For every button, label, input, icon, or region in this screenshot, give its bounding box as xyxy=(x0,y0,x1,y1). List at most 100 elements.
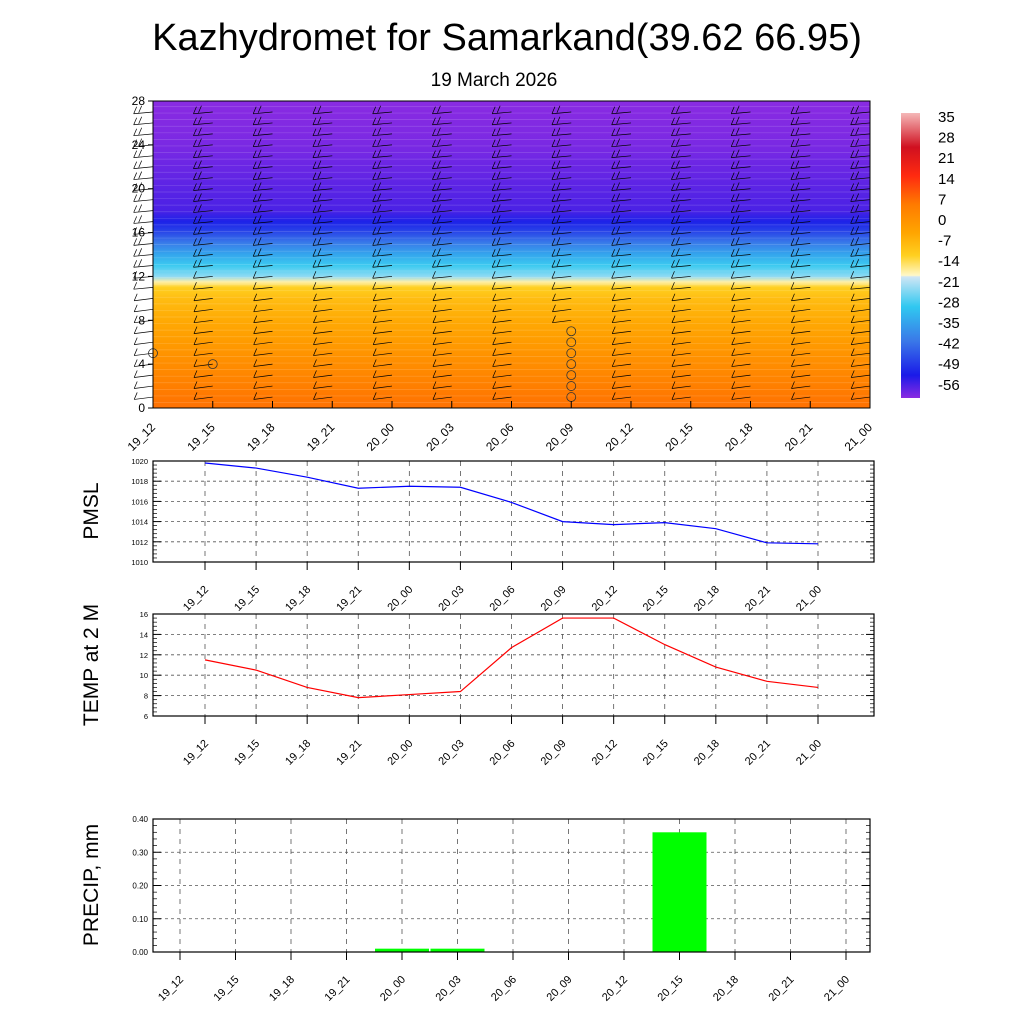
barb-flag xyxy=(491,227,496,235)
barb-flag xyxy=(671,271,675,279)
wind-barb xyxy=(850,182,871,191)
wind-barb xyxy=(790,204,811,213)
barb-shaft xyxy=(193,111,213,115)
wind-barb xyxy=(372,237,393,246)
barb-shaft xyxy=(253,210,273,213)
barb-flag xyxy=(791,337,795,345)
barb-flag xyxy=(138,182,143,190)
barb-shaft xyxy=(193,221,213,224)
barb-flag xyxy=(791,359,795,367)
barb-flag xyxy=(730,282,735,290)
barb-flag xyxy=(671,194,675,202)
wind-barb xyxy=(611,226,632,235)
barb-shaft xyxy=(611,287,632,290)
barb-flag xyxy=(437,149,441,157)
wind-barb xyxy=(791,348,811,356)
barb-flag xyxy=(611,282,616,290)
barb-flag xyxy=(198,259,202,267)
colorbar-label: 7 xyxy=(938,191,946,208)
y-tick-label: 1014 xyxy=(131,518,148,527)
barb-flag xyxy=(676,226,680,234)
wind-barb xyxy=(551,204,572,213)
wind-barb xyxy=(551,259,572,268)
wind-barb xyxy=(193,204,213,213)
barb-shaft xyxy=(312,287,333,290)
wind-barb xyxy=(551,215,572,224)
barb-flag xyxy=(790,128,795,136)
barb-flag xyxy=(676,259,680,267)
barb-flag xyxy=(616,138,621,146)
y-tick-label: 10 xyxy=(140,671,148,680)
barb-shaft xyxy=(134,385,154,389)
wind-barb xyxy=(133,116,154,126)
barb-shaft xyxy=(790,210,811,213)
barb-shaft xyxy=(193,363,213,367)
barb-shaft xyxy=(671,287,691,290)
barb-flag xyxy=(735,171,740,179)
barb-shaft xyxy=(432,210,452,213)
barb-flag xyxy=(491,216,496,224)
barb-flag xyxy=(671,128,675,136)
y-axis-label: PMSL xyxy=(80,482,103,539)
barb-shaft xyxy=(432,287,452,290)
barb-shaft xyxy=(253,341,273,345)
barb-shaft xyxy=(193,199,213,202)
barb-flag xyxy=(855,248,860,256)
wind-barb xyxy=(193,315,213,324)
barb-flag xyxy=(616,226,621,234)
barb-flag xyxy=(491,172,496,180)
barb-shaft xyxy=(312,221,333,224)
barb-flag xyxy=(492,348,497,356)
wind-barb xyxy=(552,304,572,313)
barb-shaft xyxy=(791,298,811,302)
barb-flag xyxy=(372,128,377,136)
colorbar-label: 21 xyxy=(938,150,955,167)
barb-shaft xyxy=(492,221,512,224)
barb-flag xyxy=(133,194,138,202)
barb-flag xyxy=(795,204,800,212)
barb-flag xyxy=(193,139,197,147)
wind-barb xyxy=(551,171,572,180)
barb-flag xyxy=(676,127,680,135)
barb-flag xyxy=(317,127,322,135)
barb-flag xyxy=(556,248,561,256)
wind-barb xyxy=(731,392,751,400)
barb-flag xyxy=(676,160,680,168)
precip-bar xyxy=(375,948,429,952)
wind-barb xyxy=(432,315,452,324)
barb-shaft xyxy=(612,352,632,356)
colorbar-label: 0 xyxy=(938,212,946,229)
barb-flag xyxy=(671,337,676,345)
x-tick-label: 20_15 xyxy=(641,584,671,614)
wind-barb xyxy=(193,370,213,378)
x-tick-label: 21_00 xyxy=(794,738,824,768)
barb-flag xyxy=(432,106,436,114)
barb-shaft xyxy=(731,188,751,191)
barb-flag xyxy=(193,315,198,323)
barb-flag xyxy=(556,138,561,146)
wind-barb xyxy=(671,160,691,169)
wind-barb xyxy=(551,149,572,158)
x-tick-label: 21_00 xyxy=(822,974,852,1004)
wind-barb xyxy=(193,337,213,345)
barb-flag xyxy=(133,183,138,191)
wind-barb xyxy=(252,105,273,115)
wind-barb xyxy=(253,359,273,367)
barb-flag xyxy=(193,205,197,213)
wind-barb xyxy=(850,304,871,313)
barb-flag xyxy=(133,227,138,235)
barb-shaft xyxy=(731,319,751,324)
wind-barb xyxy=(372,193,393,202)
barb-flag xyxy=(616,182,621,190)
barb-flag xyxy=(193,282,197,290)
barb-flag xyxy=(790,238,795,246)
wind-barb xyxy=(611,381,632,389)
barb-shaft xyxy=(850,265,871,268)
wind-barb xyxy=(253,304,273,313)
barb-flag xyxy=(377,116,382,124)
wind-barb xyxy=(193,392,213,400)
barb-shaft xyxy=(790,144,811,148)
barb-shaft xyxy=(492,287,512,290)
barb-flag xyxy=(313,348,317,356)
barb-flag xyxy=(676,171,680,179)
